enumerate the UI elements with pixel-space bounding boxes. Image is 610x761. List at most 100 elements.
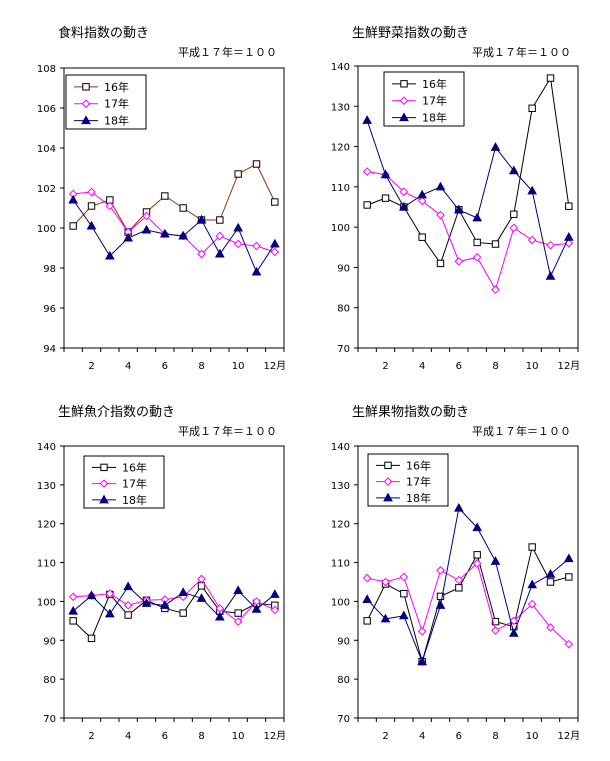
data-point: [86, 590, 97, 600]
x-tick-label: 6: [456, 361, 462, 372]
series-16年: [69, 160, 279, 236]
data-point: [142, 211, 151, 221]
legend-box: [65, 74, 147, 130]
legend-marker: [383, 477, 393, 486]
data-point: [251, 603, 262, 613]
chart-subtitle: 平成１７年＝１００: [472, 424, 571, 438]
data-point: [234, 170, 242, 178]
data-point: [123, 601, 133, 610]
data-point: [159, 600, 170, 609]
data-point: [105, 201, 115, 211]
data-point: [124, 611, 132, 619]
data-point: [215, 231, 225, 241]
data-point: [380, 169, 391, 179]
y-tick-label: 90: [43, 636, 56, 647]
x-tick-label: 10: [526, 731, 539, 742]
data-point: [509, 223, 519, 233]
data-point: [454, 257, 464, 266]
data-point: [69, 222, 77, 230]
x-tick-label: 2: [88, 731, 94, 742]
legend-box: [83, 455, 165, 509]
data-point: [417, 656, 428, 666]
data-point: [473, 238, 481, 247]
data-point: [86, 220, 97, 230]
data-point: [105, 589, 115, 598]
data-point: [472, 253, 482, 262]
x-tick-label: 10: [526, 361, 539, 372]
legend-label: 16年: [104, 80, 129, 94]
legend-marker: [383, 492, 393, 502]
chart-subtitle: 平成１７年＝１００: [472, 45, 571, 59]
series-17年: [362, 559, 574, 649]
legend-marker: [81, 99, 91, 108]
chart-title: 食料指数の動き: [58, 25, 149, 41]
legend-label: 16年: [122, 460, 147, 474]
y-tick-label: 108: [37, 64, 56, 75]
series-16年: [363, 543, 573, 666]
data-point: [472, 212, 483, 222]
y-tick-label: 110: [331, 183, 350, 194]
data-point: [546, 74, 555, 82]
data-point: [509, 616, 519, 626]
series-18年: [68, 581, 280, 621]
data-point: [161, 192, 169, 200]
legend-marker: [399, 112, 409, 122]
y-tick-label: 96: [43, 304, 56, 315]
data-point: [436, 259, 445, 268]
y-tick-label: 106: [37, 104, 56, 115]
data-point: [491, 617, 500, 626]
data-point: [490, 142, 501, 151]
data-point: [214, 248, 225, 258]
data-point: [381, 194, 390, 202]
legend-label: 17年: [422, 94, 447, 108]
series-17年: [362, 167, 574, 294]
data-point: [363, 617, 371, 625]
data-point: [527, 579, 538, 589]
x-tick-label: 12月: [557, 730, 580, 742]
data-point: [178, 230, 189, 240]
x-tick-label: 10: [232, 361, 245, 372]
data-point: [436, 592, 445, 601]
data-point: [563, 553, 574, 563]
series-line: [72, 163, 276, 233]
y-tick-label: 130: [331, 481, 350, 492]
series-17年: [68, 187, 280, 259]
data-point: [270, 247, 280, 257]
data-point: [197, 249, 206, 259]
y-tick-label: 94: [43, 344, 56, 355]
series-line: [367, 562, 570, 645]
data-point: [527, 235, 537, 245]
x-tick-label: 6: [162, 731, 168, 742]
legend: 16年 17年 18年: [367, 453, 449, 507]
data-point: [563, 231, 574, 241]
chart-title: 生鮮魚介指数の動き: [58, 405, 175, 420]
y-tick-label: 70: [337, 344, 350, 355]
data-point: [491, 285, 500, 294]
data-point: [565, 202, 573, 210]
y-tick-label: 140: [331, 442, 350, 453]
x-tick-label: 12月: [263, 360, 286, 372]
data-point: [472, 522, 483, 532]
legend-marker: [81, 115, 91, 125]
data-point: [417, 196, 427, 206]
data-point: [269, 589, 280, 598]
data-point: [527, 599, 537, 609]
chart-title: 生鮮野菜指数の動き: [352, 26, 469, 41]
legend-label: 18年: [406, 491, 431, 505]
legend-label: 18年: [422, 111, 447, 125]
series-line: [367, 171, 569, 291]
data-point: [380, 613, 391, 623]
data-point: [399, 572, 409, 582]
data-point: [251, 266, 262, 276]
data-point: [491, 240, 500, 248]
y-tick-label: 110: [37, 559, 56, 570]
data-point: [104, 250, 115, 260]
chart-subtitle: 平成１７年＝１００: [178, 45, 277, 59]
x-tick-label: 10: [232, 731, 245, 742]
legend-label: 16年: [406, 458, 431, 472]
data-point: [508, 165, 519, 175]
